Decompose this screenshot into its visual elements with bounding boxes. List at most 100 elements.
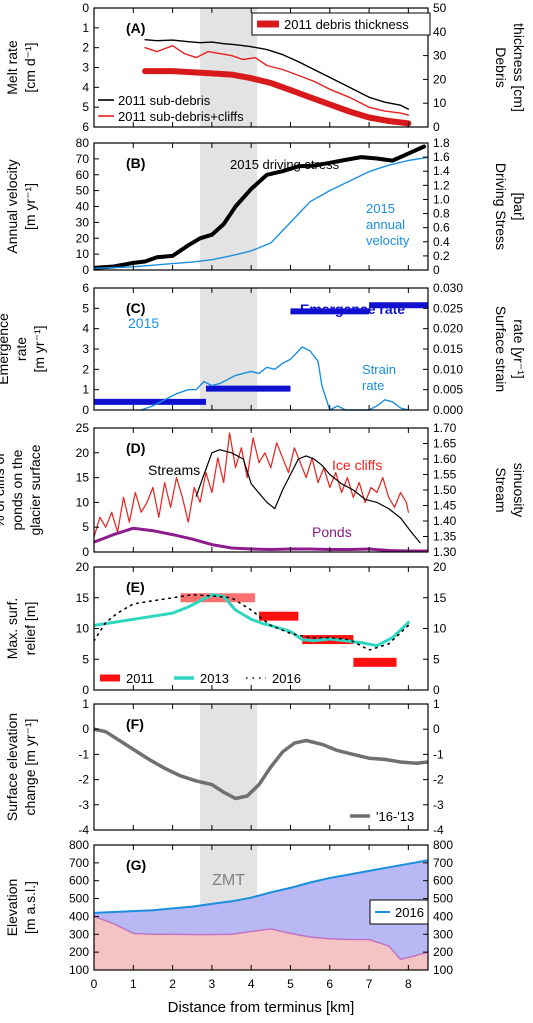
y-tick-label-left: 2	[82, 362, 89, 376]
y-tick-label-left: 3	[82, 61, 89, 75]
y-tick-label-right: 0.4	[433, 235, 450, 249]
y-tick-label-left: 2	[82, 41, 89, 55]
y-tick-label-right: 1.45	[433, 499, 457, 513]
relief-2011-bar	[259, 611, 299, 621]
annotation: Emergence rate	[300, 301, 405, 317]
series-line-1	[94, 156, 428, 270]
series-line-0	[94, 144, 427, 270]
y-axis-label-left: relief [m]	[22, 602, 38, 656]
y-tick-label-right: -4	[433, 823, 444, 837]
y-axis-label-right: thickness [cm]	[511, 23, 527, 112]
y-tick-label-right: 200	[433, 945, 453, 959]
y-tick-label-right: 1.30	[433, 545, 457, 559]
y-tick-label-right: 1.55	[433, 468, 457, 482]
y-tick-label-left: 70	[76, 152, 90, 166]
y-tick-label-left: 6	[82, 281, 89, 295]
annotation: annual	[366, 217, 405, 232]
bed-fill	[94, 916, 428, 970]
y-tick-label-left: 10	[76, 247, 90, 261]
legend-label: 2011 debris thickness	[284, 17, 409, 32]
y-tick-label-right: 0	[433, 722, 440, 736]
zmt-layer	[200, 8, 258, 970]
axes-layer	[93, 7, 431, 971]
y-tick-label-left: 1	[82, 383, 89, 397]
y-tick-label-right: 1.8	[433, 136, 450, 150]
series-line-1	[144, 45, 410, 116]
y-tick-label-left: 20	[76, 560, 90, 574]
y-tick-label-left: 20	[76, 231, 90, 245]
series-line-0	[144, 39, 410, 110]
panel-label: (B)	[126, 155, 145, 171]
y-tick-label-left: 1	[82, 697, 89, 711]
y-tick-label-right: 0.6	[433, 221, 450, 235]
y-tick-label-right: 40	[433, 25, 447, 39]
y-axis-label-right: Stream	[493, 467, 509, 512]
y-tick-label-right: 400	[433, 909, 453, 923]
y-tick-label-left: 0	[82, 683, 89, 697]
y-tick-label-right: 50	[433, 1, 447, 15]
y-tick-label-right: 1.2	[433, 178, 450, 192]
legend-label: 2016	[272, 671, 301, 686]
panel-label: (C)	[126, 300, 145, 316]
y-axis-label-left: [m yr⁻¹]	[31, 325, 47, 372]
y-tick-label-left: -1	[78, 747, 89, 761]
y-axis-label-left: [m yr⁻¹]	[22, 183, 38, 230]
series-line-2	[142, 68, 412, 127]
y-tick-label-left: 4	[82, 80, 89, 94]
y-tick-label-left: 60	[76, 168, 90, 182]
y-axis-label-left: [m a.s.l.]	[22, 881, 38, 934]
y-tick-label-left: 0	[82, 545, 89, 559]
y-tick-label-left: 20	[76, 446, 90, 460]
y-tick-label-right: 100	[433, 963, 453, 977]
y-axis-label-left: Melt rate	[4, 40, 20, 95]
legend-label: 2013	[200, 671, 229, 686]
y-tick-label-right: 20	[433, 560, 447, 574]
x-axis-label: Distance from terminus [km]	[168, 999, 355, 1016]
y-tick-label-right: 500	[433, 892, 453, 906]
y-tick-label-left: 100	[69, 963, 89, 977]
bed-line	[94, 915, 428, 960]
x-tick-label: 4	[248, 977, 255, 991]
y-tick-label-right: -3	[433, 798, 444, 812]
y-tick-label-right: 1.50	[433, 483, 457, 497]
panel-label: (G)	[126, 857, 146, 873]
y-axis-label-left: ponds on the	[9, 449, 25, 530]
y-tick-label-right: 0.8	[433, 207, 450, 221]
y-tick-label-left: 10	[76, 622, 90, 636]
relief-2011-bar	[180, 593, 256, 603]
ice-fill	[94, 860, 428, 960]
y-tick-label-left: -3	[78, 798, 89, 812]
annotation: Strain	[362, 362, 396, 377]
y-tick-label-right: 0	[433, 263, 440, 277]
zmt-band	[200, 704, 258, 830]
y-tick-label-left: 30	[76, 215, 90, 229]
y-tick-label-right: 700	[433, 856, 453, 870]
series-line-1	[94, 593, 410, 651]
y-tick-label-left: 1	[82, 21, 89, 35]
y-tick-label-right: 0.000	[433, 403, 463, 417]
y-axis-label-right: sinuosity	[511, 463, 527, 517]
y-tick-label-left: 5	[82, 520, 89, 534]
y-tick-label-right: 0.2	[433, 249, 450, 263]
x-tick-label: 0	[91, 977, 98, 991]
zmt-band	[200, 8, 258, 127]
y-tick-label-left: 80	[76, 136, 90, 150]
y-tick-label-left: 400	[69, 909, 89, 923]
panel-label: (A)	[126, 20, 145, 36]
y-axis-label-left: change [m yr⁻¹]	[22, 719, 38, 816]
x-tick-label: 7	[366, 977, 373, 991]
x-tick-label: 6	[326, 977, 333, 991]
y-tick-label-right: 1.40	[433, 514, 457, 528]
y-tick-label-left: 0	[82, 263, 89, 277]
y-tick-label-left: 5	[82, 100, 89, 114]
y-tick-label-right: 0	[433, 683, 440, 697]
y-tick-label-left: 500	[69, 892, 89, 906]
annotation: Ponds	[312, 524, 352, 540]
y-tick-label-right: 15	[433, 591, 447, 605]
legend-box	[251, 12, 431, 36]
panel-label: (D)	[126, 440, 145, 456]
y-tick-label-right: 0.010	[433, 362, 463, 376]
y-tick-label-right: 1.6	[433, 150, 450, 164]
legend-label: 2011 sub-debris	[118, 93, 211, 108]
y-tick-label-left: 600	[69, 874, 89, 888]
